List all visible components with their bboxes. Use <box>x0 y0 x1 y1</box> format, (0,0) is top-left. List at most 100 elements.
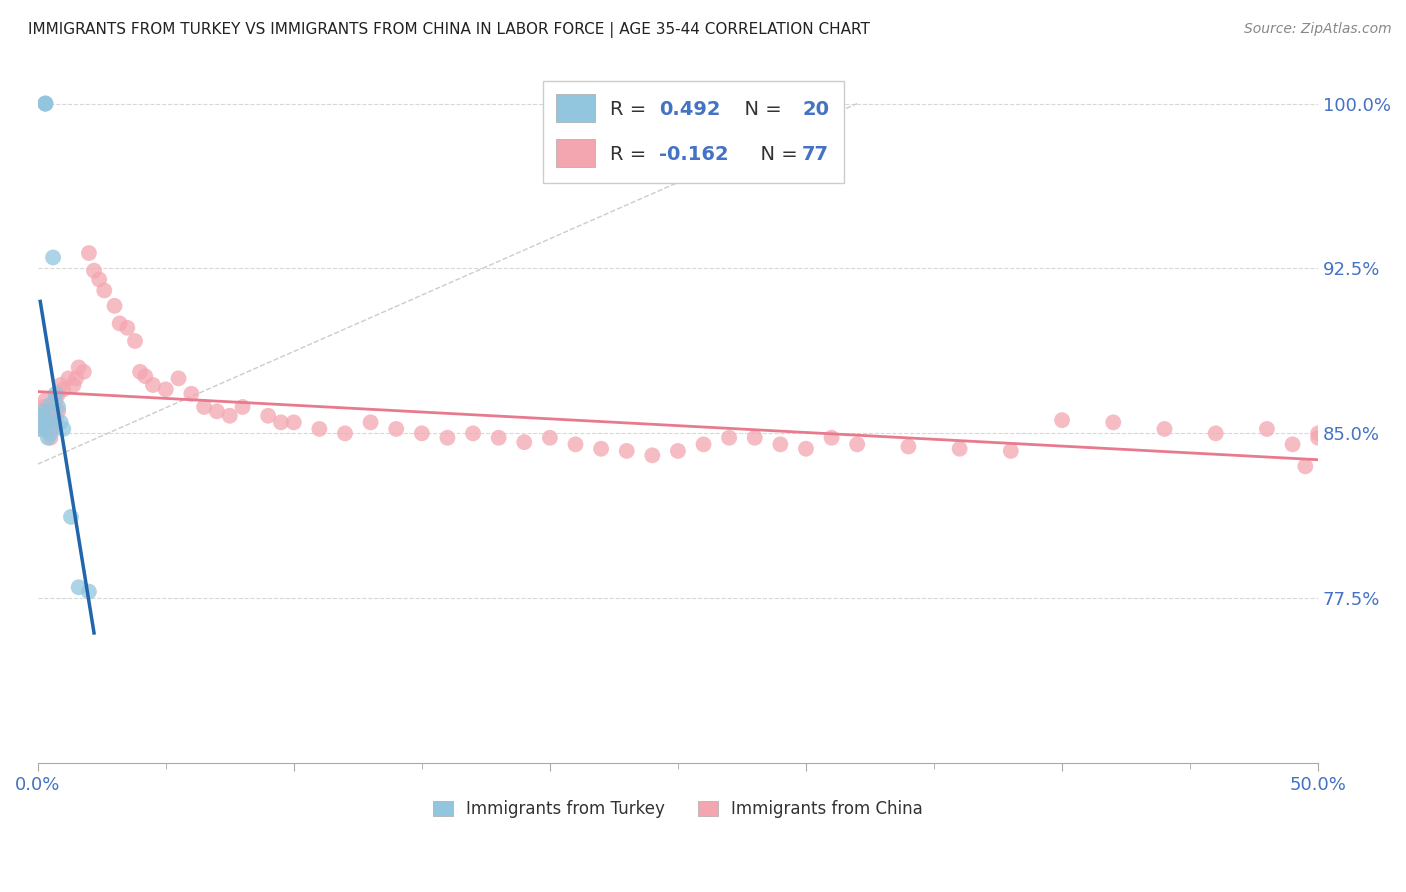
Point <box>218 409 240 423</box>
Point <box>49 378 72 392</box>
Point <box>538 431 561 445</box>
FancyBboxPatch shape <box>544 80 845 183</box>
Point <box>39 413 62 427</box>
Point <box>34 393 56 408</box>
Point <box>49 415 72 429</box>
Point <box>283 415 305 429</box>
Point <box>155 383 177 397</box>
Point <box>46 404 69 418</box>
Point <box>39 398 62 412</box>
Point <box>142 378 165 392</box>
Point <box>34 96 56 111</box>
Point <box>360 415 382 429</box>
FancyBboxPatch shape <box>557 95 595 122</box>
Point <box>65 371 87 385</box>
Point <box>513 435 536 450</box>
Point <box>1256 422 1278 436</box>
Point <box>333 426 356 441</box>
Point <box>31 415 53 429</box>
Point <box>39 411 62 425</box>
Point <box>45 386 67 401</box>
Text: Source: ZipAtlas.com: Source: ZipAtlas.com <box>1244 22 1392 37</box>
Text: 77: 77 <box>801 145 830 163</box>
Point <box>39 426 62 441</box>
Point <box>1000 444 1022 458</box>
Point <box>897 440 920 454</box>
Point <box>37 431 59 445</box>
Point <box>31 404 53 418</box>
Point <box>744 431 766 445</box>
Point <box>59 509 82 524</box>
Point <box>232 400 254 414</box>
Point <box>718 431 741 445</box>
Point <box>52 383 75 397</box>
Point <box>30 422 52 436</box>
Point <box>83 263 105 277</box>
Text: R =: R = <box>610 145 652 163</box>
Point <box>820 431 842 445</box>
Point <box>1294 459 1316 474</box>
Point <box>42 419 65 434</box>
Point <box>52 422 75 436</box>
Point <box>180 386 202 401</box>
Point <box>77 584 100 599</box>
Point <box>436 431 458 445</box>
Point <box>205 404 228 418</box>
Text: 0.492: 0.492 <box>658 100 720 119</box>
Point <box>411 426 433 441</box>
Point <box>108 317 131 331</box>
Point <box>37 415 59 429</box>
Point <box>42 400 65 414</box>
Point <box>769 437 792 451</box>
Point <box>124 334 146 348</box>
Point <box>34 96 56 111</box>
Point <box>37 422 59 436</box>
Point <box>39 431 62 445</box>
Point <box>193 400 215 414</box>
Point <box>1205 426 1227 441</box>
Point <box>564 437 586 451</box>
Point <box>1102 415 1125 429</box>
Point <box>949 442 972 456</box>
Text: IMMIGRANTS FROM TURKEY VS IMMIGRANTS FROM CHINA IN LABOR FORCE | AGE 35-44 CORRE: IMMIGRANTS FROM TURKEY VS IMMIGRANTS FRO… <box>28 22 870 38</box>
Point <box>641 448 664 462</box>
Point <box>30 422 52 436</box>
Point <box>167 371 190 385</box>
Point <box>257 409 280 423</box>
Point <box>385 422 408 436</box>
Point <box>1050 413 1073 427</box>
Point <box>616 444 638 458</box>
Point <box>1153 422 1175 436</box>
Point <box>58 371 80 385</box>
Point <box>591 442 613 456</box>
FancyBboxPatch shape <box>557 139 595 167</box>
Point <box>31 419 53 434</box>
Point <box>46 386 69 401</box>
Text: 20: 20 <box>801 100 830 119</box>
Point <box>103 299 125 313</box>
Point <box>89 272 111 286</box>
Point <box>692 437 714 451</box>
Text: N =: N = <box>731 100 787 119</box>
Point <box>93 284 115 298</box>
Point <box>37 404 59 418</box>
Text: N =: N = <box>748 145 804 163</box>
Point <box>270 415 292 429</box>
Point <box>846 437 869 451</box>
Point <box>461 426 484 441</box>
Point <box>34 96 56 111</box>
Point <box>1308 426 1330 441</box>
Point <box>73 365 96 379</box>
Point <box>1281 437 1303 451</box>
Point <box>308 422 330 436</box>
Point <box>117 321 139 335</box>
Point <box>45 393 67 408</box>
Point <box>46 400 69 414</box>
Legend: Immigrants from Turkey, Immigrants from China: Immigrants from Turkey, Immigrants from … <box>426 794 929 825</box>
Point <box>45 411 67 425</box>
Point <box>31 400 53 414</box>
Point <box>134 369 156 384</box>
Text: -0.162: -0.162 <box>658 145 728 163</box>
Point <box>666 444 689 458</box>
Point <box>34 409 56 423</box>
